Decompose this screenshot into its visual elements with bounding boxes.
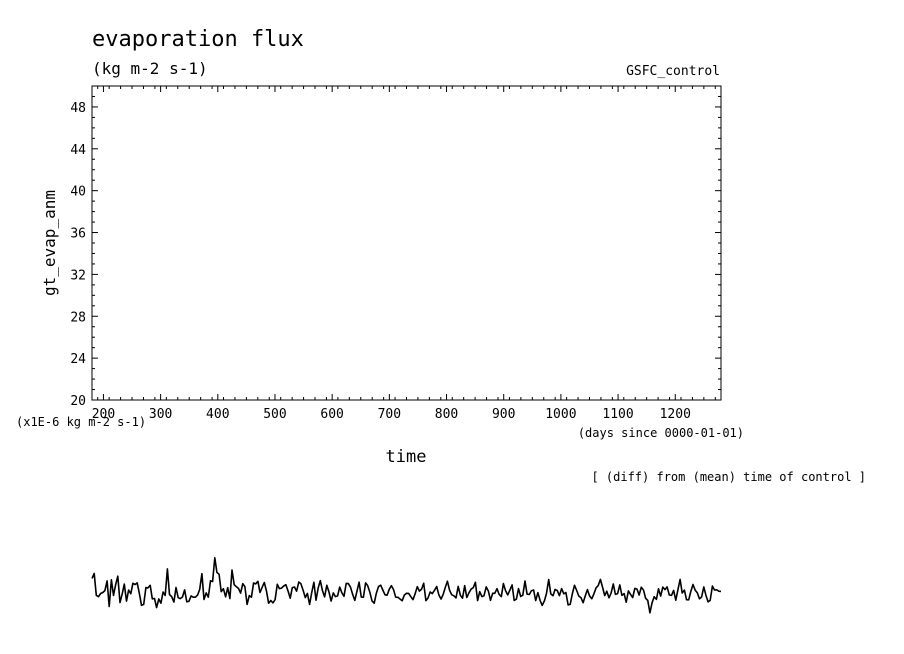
diff-note: [ (diff) from (mean) time of control ]	[591, 470, 866, 484]
x-tick-label: 500	[263, 407, 286, 422]
y-tick-label: 32	[70, 268, 86, 283]
y-tick-label: 28	[70, 310, 86, 325]
series-group	[91, 557, 722, 614]
chart-title: evaporation flux	[92, 27, 304, 52]
x-units-label: (days since 0000-01-01)	[578, 426, 744, 440]
y-axis: 20 24 28 32 36 40 44 48	[70, 95, 721, 409]
x-tick-label: 600	[320, 407, 343, 422]
y-tick-label: 44	[70, 143, 86, 158]
x-axis-label: time	[386, 447, 427, 467]
x-tick-label: 400	[206, 407, 229, 422]
x-axis: 200 300 400 500 600 700 800 900 1000 1100 1200	[92, 86, 716, 422]
x-tick-label: 1100	[602, 407, 633, 422]
x-tick-label: 1000	[545, 407, 576, 422]
x-tick-label: 300	[149, 407, 172, 422]
y-tick-label: 36	[70, 227, 86, 242]
x-tick-label: 1200	[660, 407, 691, 422]
x-tick-label: 200	[92, 407, 115, 422]
x-tick-label: 900	[492, 407, 515, 422]
y-tick-label: 40	[70, 185, 86, 200]
plot-frame	[91, 85, 722, 401]
y-tick-label: 20	[70, 394, 86, 409]
y-tick-label: 48	[70, 101, 86, 116]
case-label: GSFC_control	[626, 64, 720, 79]
y-axis-label: gt_evap_anm	[40, 190, 59, 296]
x-tick-label: 700	[378, 407, 401, 422]
x-tick-label: 800	[435, 407, 458, 422]
y-scale-note: (x1E-6 kg m-2 s-1)	[16, 415, 146, 429]
chart-units: (kg m-2 s-1)	[92, 59, 208, 78]
series-line-0	[91, 557, 722, 614]
y-tick-label: 24	[70, 352, 86, 367]
